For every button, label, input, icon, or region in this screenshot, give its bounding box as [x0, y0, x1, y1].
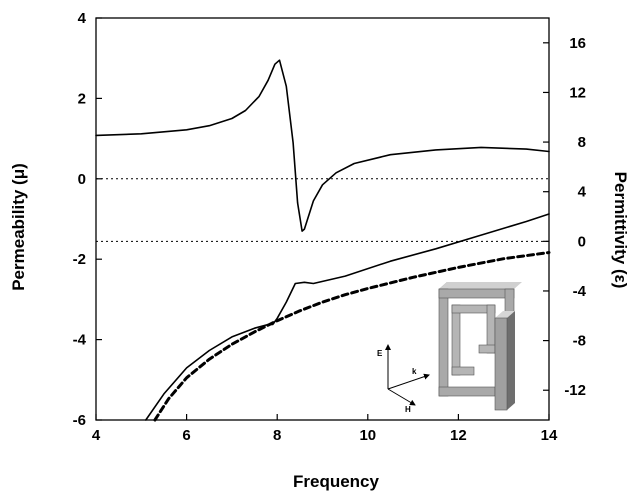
y-right-tick-label: 8	[578, 134, 586, 151]
y-right-tick-label: 12	[569, 84, 586, 101]
inner-ring-tab	[478, 344, 496, 354]
field-axes: E k H	[377, 344, 430, 414]
srr-illustration	[438, 282, 522, 411]
e-axis-label: E	[377, 349, 383, 358]
y-right-tick-label: 4	[578, 184, 587, 201]
ticks-layer: 4 6 8 10 12 14 -6 -4 -2 0 2 4 -12 -8 -4 0 4 8 12 16	[73, 10, 587, 444]
x-tick-label: 12	[450, 427, 467, 444]
y-left-tick-label: 4	[78, 10, 87, 27]
plot-frame	[95, 17, 550, 421]
y-right-tick-label: -12	[564, 382, 586, 399]
x-tick-label: 4	[92, 427, 101, 444]
y-right-tick-label: 16	[569, 35, 586, 52]
plot-area-border	[95, 17, 550, 421]
inset-srr-diagram: E k H	[377, 282, 522, 414]
y-right-tick-label: -4	[573, 283, 587, 300]
x-tick-label: 14	[541, 427, 558, 444]
x-axis-title: Frequency	[293, 472, 380, 491]
h-axis-arrow	[387, 388, 416, 406]
y-axis-right-title: Permittivity (ε)	[611, 172, 630, 289]
wire-post-front	[494, 317, 508, 411]
outer-ring-top	[439, 282, 522, 289]
k-axis-arrow	[387, 373, 430, 390]
series-layer	[95, 59, 551, 422]
y-left-tick-label: 2	[78, 90, 86, 107]
series-line-1-right	[145, 213, 550, 421]
x-tick-label: 6	[182, 427, 190, 444]
outer-ring-left	[438, 288, 449, 397]
inner-ring-left	[451, 304, 461, 376]
wire-post-top	[495, 311, 515, 318]
outer-ring-top-bar	[438, 288, 515, 299]
y-axis-left-title: Permeability (μ)	[9, 163, 28, 291]
inner-ring-bottom	[451, 366, 475, 376]
wire-post-side	[507, 311, 515, 410]
series-line-0-left	[95, 59, 550, 232]
x-tick-label: 8	[273, 427, 281, 444]
y-right-tick-label: 0	[578, 233, 586, 250]
k-axis-label: k	[412, 367, 417, 376]
outer-ring-bottom-bar	[438, 386, 496, 397]
y-left-tick-label: 0	[78, 171, 86, 188]
h-axis-label: H	[405, 405, 411, 414]
x-tick-label: 10	[359, 427, 376, 444]
y-right-tick-label: -8	[573, 333, 586, 350]
y-left-tick-label: -6	[73, 412, 86, 429]
series-line-2-right	[153, 251, 551, 422]
y-left-tick-label: -4	[73, 332, 87, 349]
y-left-tick-label: -2	[73, 251, 86, 268]
reference-lines	[96, 178, 549, 242]
